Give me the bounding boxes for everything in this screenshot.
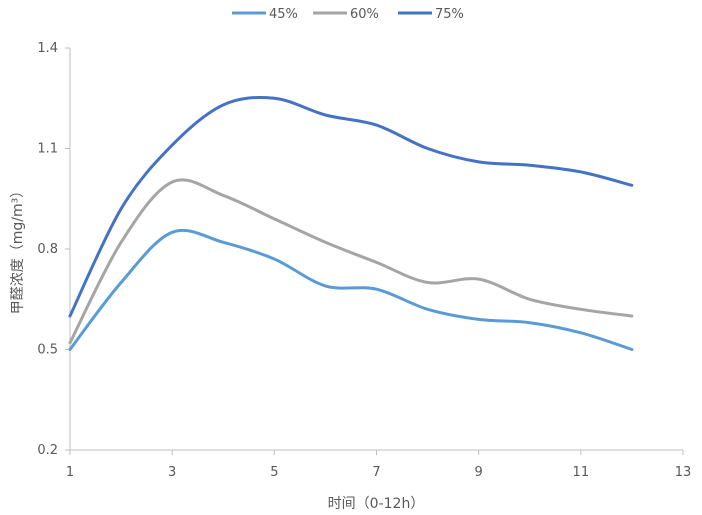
x-axis: 1 3 5 7 9 11 13	[66, 449, 692, 480]
y-axis: 0.2 0.5 0.8 1.1 1.4	[37, 41, 71, 458]
x-tick-label: 13	[675, 465, 692, 480]
legend-item: 45%	[232, 7, 298, 22]
series-line-75pct	[68, 95, 634, 318]
y-tick-label: 0.2	[37, 443, 58, 458]
x-axis-title: 时间（0-12h）	[328, 496, 425, 512]
y-tick-label: 1.4	[37, 41, 58, 56]
y-tick-label: 1.1	[37, 142, 58, 157]
legend-label: 60%	[350, 7, 379, 22]
legend-label: 75%	[435, 7, 464, 22]
series-layer	[68, 95, 634, 351]
legend: 45% 60% 75%	[232, 7, 464, 22]
series-line-45pct	[68, 228, 634, 351]
legend-item: 60%	[313, 7, 379, 22]
x-tick-label: 9	[475, 465, 483, 480]
x-tick-label: 5	[270, 465, 278, 480]
x-tick-label: 1	[66, 465, 74, 480]
legend-label: 45%	[269, 7, 298, 22]
series-line-60pct	[68, 178, 634, 345]
y-tick-label: 0.5	[37, 343, 58, 358]
y-tick-label: 0.8	[37, 242, 58, 257]
y-axis-title: 甲醛浓度（mg/m³）	[10, 184, 26, 315]
x-tick-label: 7	[372, 465, 380, 480]
x-tick-label: 11	[573, 465, 590, 480]
legend-item: 75%	[398, 7, 464, 22]
x-tick-label: 3	[168, 465, 176, 480]
